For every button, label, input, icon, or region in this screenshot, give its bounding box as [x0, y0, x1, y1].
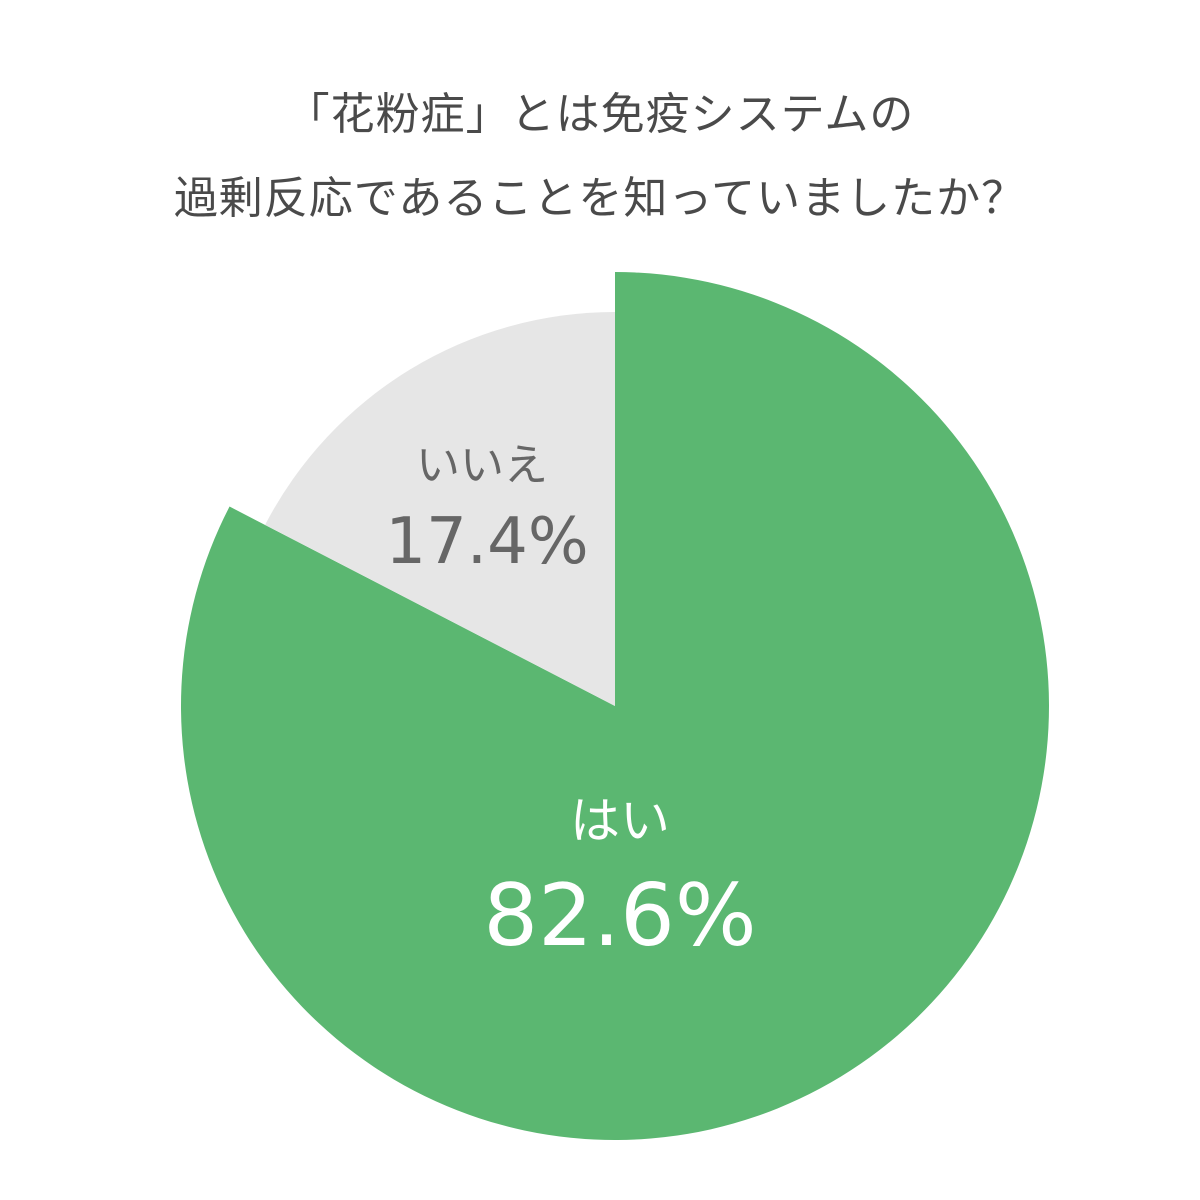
slice-value-yes: 82.6%: [483, 866, 756, 966]
chart-title-line-1: 「花粉症」とは免疫システムの: [285, 89, 915, 140]
slice-label-yes: はい: [570, 792, 670, 850]
pie-slice-no: [265, 312, 615, 706]
slice-label-no: いいえ: [416, 440, 548, 491]
slice-value-no: 17.4%: [385, 505, 588, 579]
chart-title-line-2: 過剰反応であることを知っていましたか？: [173, 173, 1027, 224]
